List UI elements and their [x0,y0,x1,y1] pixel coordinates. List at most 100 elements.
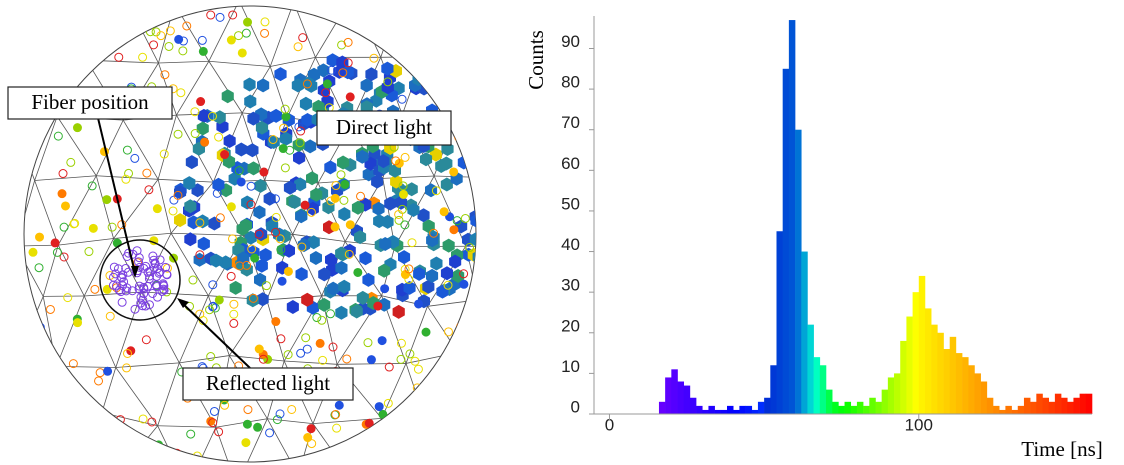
pmt-hit [136,298,146,308]
mesh-line [284,360,338,365]
mesh-line [157,425,216,428]
mesh-line [215,418,268,428]
bar [782,68,790,414]
mesh-line [179,355,230,364]
x-tick-label: 0 [605,415,614,434]
bar [894,373,901,414]
mesh-line [405,306,428,364]
bar [714,409,722,414]
mesh-line [141,291,180,364]
mesh-line [238,6,271,67]
bar [900,340,907,414]
pmt-hit [87,181,97,191]
mesh-line [264,117,288,181]
pmt-hit [451,21,461,31]
pmt-hit [422,279,435,294]
pmt-hit [324,160,337,175]
pmt-hit [317,63,330,78]
pmt-hit [365,67,378,82]
pmt-hit [259,248,272,262]
pmt-hit [139,283,149,293]
pmt-hit [96,439,106,449]
pmt-hit [431,186,441,196]
pmt-hit [457,47,467,57]
pmt-hit [296,126,306,136]
pmt-hit [418,433,428,443]
bar [931,324,938,414]
pmt-hit [335,246,348,261]
mesh-line [57,175,97,246]
mesh-line [478,300,506,367]
pmt-hit [145,266,155,276]
pmt-hit [318,297,331,312]
pmt-hit [147,417,157,427]
pmt-hit [261,281,271,291]
bar [875,401,882,414]
pmt-hit [159,149,169,159]
pmt-hit [196,121,209,136]
mesh-line [34,180,59,246]
pmt-hit [210,253,223,268]
pmt-hit [67,451,77,461]
pmt-hit [306,207,316,217]
pmt-hit [58,169,68,179]
mesh-line [24,125,36,181]
pmt-hit [48,387,58,397]
pmt-hit [114,52,124,62]
pmt-hit [134,284,144,294]
pmt-hit [141,261,151,271]
pmt-hit [459,269,469,279]
pmt-hit [173,129,183,139]
pmt-hit [247,111,260,126]
pmt-hit [190,129,200,139]
annotation: Reflected light [182,367,354,401]
pmt-hit [255,258,268,273]
pmt-hit [213,110,226,125]
y-axis-label: Counts [524,30,548,90]
bar [962,357,969,414]
pmt-hit [326,196,336,206]
pmt-hit [356,191,366,201]
mesh-line [463,420,476,462]
pmt-hit [282,243,295,258]
pmt-hit [294,122,304,132]
mesh-line [24,422,31,462]
pmt-hit [184,199,197,214]
pmt-hit [326,53,339,68]
pmt-hit [160,70,170,80]
pmt-hit [322,79,332,89]
bar [720,409,728,414]
pmt-hit [298,33,308,43]
mesh-line [266,299,285,362]
pmt-hit [293,150,306,165]
annotation: Direct light [316,110,452,146]
pmt-hit [398,189,408,199]
mesh-line [62,0,127,1]
pmt-hit [57,53,67,63]
pmt-hit [220,150,230,160]
pmt-hit [350,304,363,319]
pmt-hit [72,72,82,82]
pmt-hit [356,290,369,305]
pmt-hit [287,404,297,414]
bar [1017,405,1025,414]
pmt-hit [379,237,392,251]
bar [764,397,771,414]
pmt-hit [152,204,162,214]
y-tick-label: 0 [571,397,580,416]
pmt-hit [214,132,224,142]
bar [745,405,753,414]
pmt-hit [242,419,252,429]
pmt-hit [139,289,149,299]
pmt-hit [122,363,132,373]
pmt-hit [78,430,88,440]
pmt-hit [410,356,420,366]
pmt-hit [105,311,115,321]
pmt-hit [461,133,474,147]
bar [1061,397,1068,414]
mesh-line [101,412,117,462]
pmt-hit [334,400,344,410]
bar [757,401,765,414]
mesh-line [269,6,295,67]
pmt-hit [25,386,35,396]
